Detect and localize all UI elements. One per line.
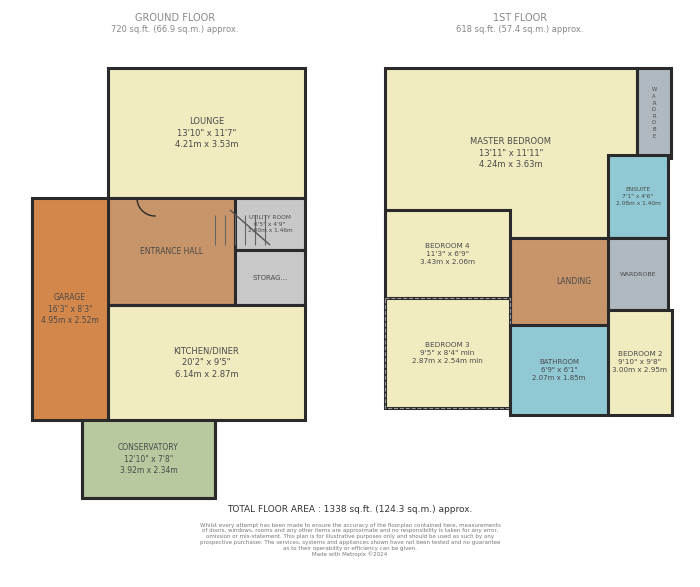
Bar bbox=[510, 325, 608, 415]
Text: WARDROBE: WARDROBE bbox=[620, 272, 657, 276]
Text: BATHROOM
6'9" x 6'1"
2.07m x 1.85m: BATHROOM 6'9" x 6'1" 2.07m x 1.85m bbox=[532, 359, 586, 381]
Bar bbox=[385, 298, 510, 408]
Text: W
A
R
D
R
O
B
E: W A R D R O B E bbox=[652, 87, 657, 139]
Bar bbox=[385, 210, 510, 298]
Text: LOUNGE
13'10" x 11'7"
4.21m x 3.53m: LOUNGE 13'10" x 11'7" 4.21m x 3.53m bbox=[175, 117, 238, 149]
Text: CONSERVATORY
12'10" x 7'8"
3.92m x 2.34m: CONSERVATORY 12'10" x 7'8" 3.92m x 2.34m bbox=[118, 443, 179, 475]
Bar bbox=[108, 68, 305, 198]
Bar bbox=[385, 68, 637, 238]
Text: BEDROOM 2
9'10" x 9'8"
3.00m x 2.95m: BEDROOM 2 9'10" x 9'8" 3.00m x 2.95m bbox=[612, 352, 668, 373]
Text: BEDROOM 3
9'5" x 8'4" min
2.87m x 2.54m min: BEDROOM 3 9'5" x 8'4" min 2.87m x 2.54m … bbox=[412, 342, 483, 364]
Text: MASTER BEDROOM
13'11" x 11'11"
4.24m x 3.63m: MASTER BEDROOM 13'11" x 11'11" 4.24m x 3… bbox=[470, 137, 552, 169]
Text: TOTAL FLOOR AREA : 1338 sq.ft. (124.3 sq.m.) approx.: TOTAL FLOOR AREA : 1338 sq.ft. (124.3 sq… bbox=[228, 505, 472, 514]
Bar bbox=[82, 420, 215, 498]
Text: STORAG...: STORAG... bbox=[253, 275, 288, 281]
Bar bbox=[32, 198, 108, 420]
Text: Whilst every attempt has been made to ensure the accuracy of the floorplan conta: Whilst every attempt has been made to en… bbox=[199, 522, 500, 558]
Text: 1ST FLOOR: 1ST FLOOR bbox=[493, 13, 547, 23]
Bar bbox=[608, 238, 668, 310]
Bar bbox=[235, 250, 305, 305]
Text: ENSUITE
7'1" x 4'6"
2.08m x 1.40m: ENSUITE 7'1" x 4'6" 2.08m x 1.40m bbox=[615, 187, 660, 205]
Bar bbox=[608, 155, 668, 238]
Text: ENTRANCE HALL: ENTRANCE HALL bbox=[140, 247, 203, 256]
Text: BEDROOM 4
11'3" x 6'9"
3.43m x 2.06m: BEDROOM 4 11'3" x 6'9" 3.43m x 2.06m bbox=[420, 243, 475, 265]
Bar bbox=[385, 298, 510, 408]
Text: UTILITY ROOM
6'5" x 4'9"
2.00m x 1.46m: UTILITY ROOM 6'5" x 4'9" 2.00m x 1.46m bbox=[248, 215, 293, 233]
Text: GARAGE
16'3" x 8'3"
4.95m x 2.52m: GARAGE 16'3" x 8'3" 4.95m x 2.52m bbox=[41, 293, 99, 325]
Bar bbox=[637, 68, 671, 158]
Text: GROUND FLOOR: GROUND FLOOR bbox=[135, 13, 215, 23]
Text: 618 sq.ft. (57.4 sq.m.) approx.: 618 sq.ft. (57.4 sq.m.) approx. bbox=[456, 25, 584, 35]
Bar bbox=[608, 310, 672, 415]
Text: 720 sq.ft. (66.9 sq.m.) approx.: 720 sq.ft. (66.9 sq.m.) approx. bbox=[111, 25, 239, 35]
Text: KITCHEN/DINER
20'2" x 9'5"
6.14m x 2.87m: KITCHEN/DINER 20'2" x 9'5" 6.14m x 2.87m bbox=[174, 346, 239, 379]
Bar bbox=[108, 305, 305, 420]
Bar bbox=[510, 238, 637, 325]
Text: LANDING: LANDING bbox=[556, 277, 591, 286]
Bar bbox=[235, 198, 305, 250]
Bar bbox=[108, 198, 235, 305]
